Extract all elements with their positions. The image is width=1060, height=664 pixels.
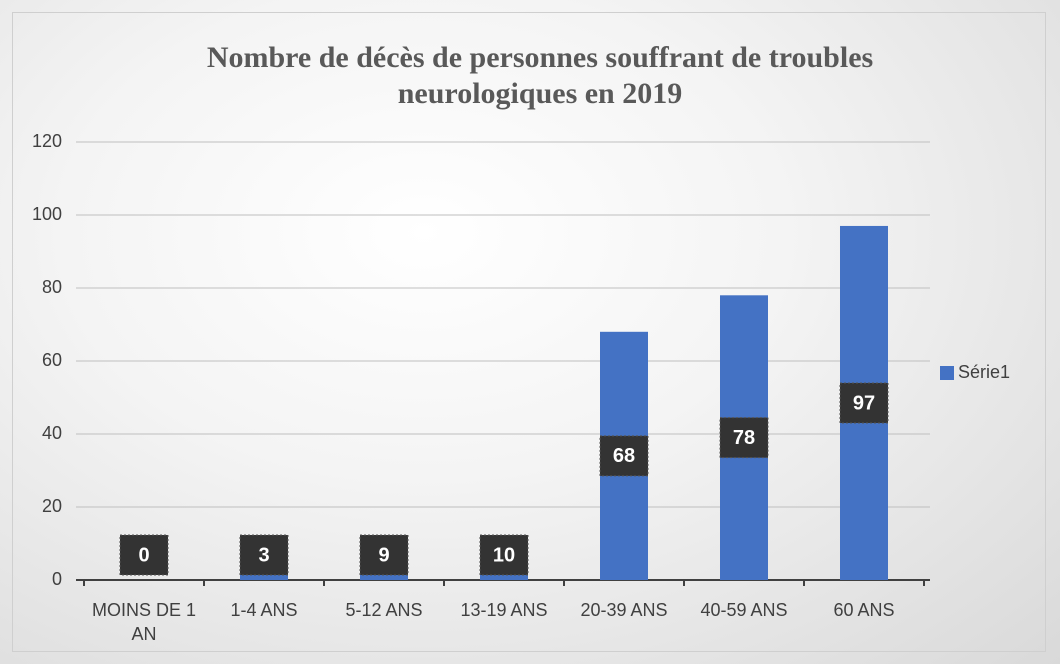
y-tick-label: 40 xyxy=(42,423,62,443)
legend-label: Série1 xyxy=(958,362,1010,382)
data-label: 3 xyxy=(258,544,269,566)
data-label-box xyxy=(359,534,409,576)
data-label-box xyxy=(239,534,289,576)
data-label: 9 xyxy=(378,544,389,566)
y-tick-label: 60 xyxy=(42,350,62,370)
data-label: 97 xyxy=(853,392,875,414)
x-tick-label: 20-39 ANS xyxy=(580,600,668,620)
y-tick-label: 80 xyxy=(42,277,62,297)
x-tick-label: 5-12 ANS xyxy=(345,600,423,620)
y-tick-label: 100 xyxy=(32,204,62,224)
data-label-box xyxy=(479,534,529,576)
y-tick-label: 20 xyxy=(42,496,62,516)
chart-title: Nombre de décès de personnes souffrant d… xyxy=(206,41,874,110)
data-label: 68 xyxy=(613,445,635,467)
x-tick-label: 1-4 ANS xyxy=(230,600,298,620)
data-label-box xyxy=(719,417,769,459)
data-label: 78 xyxy=(733,427,755,449)
data-label: 10 xyxy=(493,544,515,566)
data-label: 0 xyxy=(138,544,149,566)
x-tick-label: 40-59 ANS xyxy=(700,600,788,620)
y-tick-label: 120 xyxy=(32,131,62,151)
data-label-box xyxy=(599,435,649,477)
x-tick-label: 13-19 ANS xyxy=(460,600,548,620)
chart-frame xyxy=(12,12,1046,652)
y-tick-label: 0 xyxy=(52,569,62,589)
data-label-box xyxy=(839,382,889,424)
x-tick-label: 60 ANS xyxy=(833,600,895,620)
x-tick-label: MOINS DE 1 AN xyxy=(91,600,197,644)
data-label-box xyxy=(119,534,169,576)
legend-swatch xyxy=(940,366,954,380)
